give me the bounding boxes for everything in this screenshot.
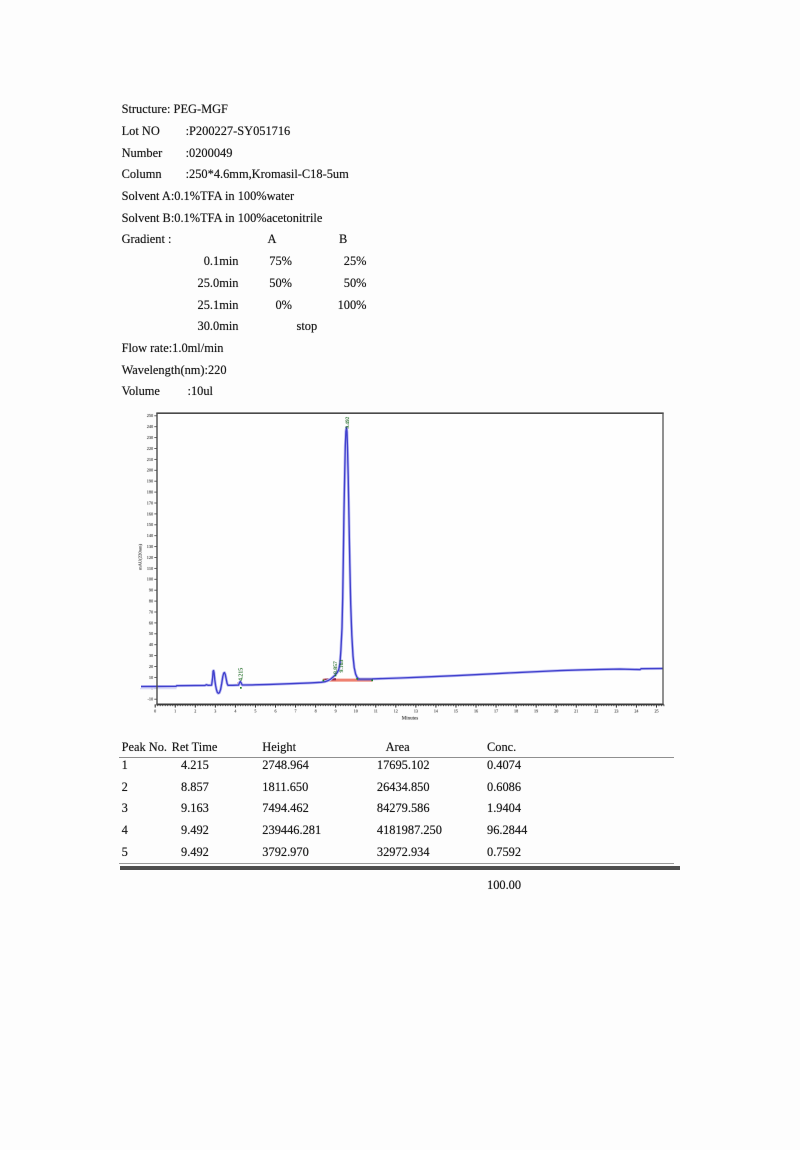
svg-text:80: 80: [149, 599, 153, 604]
svg-text:19: 19: [534, 709, 538, 714]
svg-text:90: 90: [149, 588, 153, 593]
svg-text:20: 20: [554, 709, 558, 714]
svg-text:100: 100: [147, 577, 153, 582]
svg-text:16: 16: [474, 709, 478, 714]
svg-text:22: 22: [594, 709, 598, 714]
svg-text:18: 18: [514, 709, 518, 714]
svg-text:5: 5: [254, 709, 256, 714]
svg-text:1: 1: [174, 709, 176, 714]
svg-text:150: 150: [147, 522, 153, 527]
svg-text:60: 60: [149, 620, 153, 625]
svg-text:40: 40: [149, 642, 153, 647]
svg-text:8.857: 8.857: [333, 661, 339, 674]
svg-text:21: 21: [574, 709, 578, 714]
svg-text:180: 180: [147, 490, 153, 495]
svg-text:mAU(220nm): mAU(220nm): [138, 544, 143, 570]
svg-text:8: 8: [315, 709, 317, 714]
svg-text:23: 23: [614, 709, 618, 714]
svg-text:3: 3: [214, 709, 216, 714]
svg-text:11: 11: [374, 709, 378, 714]
svg-text:7: 7: [294, 709, 296, 714]
svg-text:210: 210: [147, 457, 153, 462]
svg-text:190: 190: [147, 479, 153, 484]
svg-text:230: 230: [147, 435, 153, 440]
svg-text:120: 120: [147, 555, 153, 560]
svg-text:9: 9: [335, 709, 337, 714]
svg-text:160: 160: [147, 511, 153, 516]
svg-text:130: 130: [147, 544, 153, 549]
svg-text:220: 220: [147, 446, 153, 451]
svg-text:170: 170: [147, 500, 153, 505]
svg-text:2: 2: [194, 709, 196, 714]
svg-text:9.163: 9.163: [339, 660, 345, 673]
svg-text:140: 140: [147, 533, 153, 538]
svg-text:110: 110: [147, 566, 153, 571]
svg-text:12: 12: [394, 709, 398, 714]
svg-text:-10: -10: [147, 697, 153, 702]
svg-text:4: 4: [234, 709, 236, 714]
svg-text:25: 25: [654, 709, 658, 714]
svg-text:70: 70: [149, 609, 153, 614]
svg-text:15: 15: [454, 709, 458, 714]
svg-text:9.492: 9.492: [345, 416, 351, 428]
svg-text:6: 6: [274, 709, 276, 714]
svg-text:200: 200: [147, 468, 153, 473]
svg-text:17: 17: [494, 709, 498, 714]
svg-text:4.215: 4.215: [239, 668, 245, 681]
svg-text:20: 20: [149, 664, 153, 669]
svg-text:30: 30: [149, 653, 153, 658]
svg-text:14: 14: [434, 709, 438, 714]
svg-text:13: 13: [414, 709, 418, 714]
svg-text:24: 24: [634, 709, 638, 714]
svg-text:10: 10: [354, 709, 358, 714]
svg-text:250: 250: [147, 413, 153, 418]
svg-text:50: 50: [149, 631, 153, 636]
svg-text:240: 240: [147, 424, 153, 429]
svg-text:Minutes: Minutes: [402, 717, 418, 722]
svg-text:10: 10: [149, 675, 153, 680]
svg-text:0: 0: [154, 709, 156, 714]
